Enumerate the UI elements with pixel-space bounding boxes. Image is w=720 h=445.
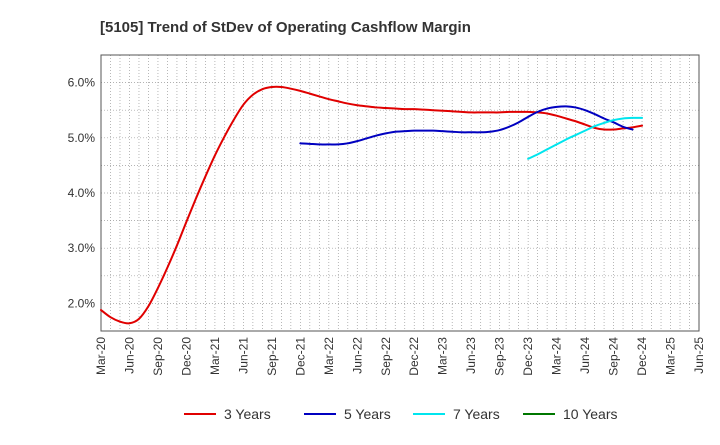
legend-item-7-years: 7 Years xyxy=(413,406,500,422)
series-line-5-years xyxy=(299,105,634,146)
series-lines xyxy=(100,85,644,325)
y-tick-label: 3.0% xyxy=(68,241,96,255)
y-tick-label: 2.0% xyxy=(68,296,96,310)
x-tick-label: Dec-21 xyxy=(293,337,307,376)
x-tick-label: Mar-21 xyxy=(208,337,222,375)
y-tick-label: 4.0% xyxy=(68,186,96,200)
legend-item-3-years: 3 Years xyxy=(184,406,271,422)
chart-title: [5105] Trend of StDev of Operating Cashf… xyxy=(100,19,471,36)
legend-label: 5 Years xyxy=(344,406,391,422)
legend-item-5-years: 5 Years xyxy=(304,406,391,422)
x-tick-label: Sep-22 xyxy=(379,337,393,376)
x-tick-label: Sep-20 xyxy=(151,337,165,376)
legend-label: 3 Years xyxy=(224,406,271,422)
x-tick-label: Mar-24 xyxy=(550,337,564,375)
x-tick-label: Jun-25 xyxy=(692,337,706,374)
x-tick-label: Sep-24 xyxy=(607,337,621,376)
x-tick-label: Mar-22 xyxy=(322,337,336,375)
x-tick-label: Jun-20 xyxy=(122,337,136,374)
x-tick-label: Dec-22 xyxy=(407,337,421,376)
x-tick-label: Jun-21 xyxy=(236,337,250,374)
y-tick-label: 5.0% xyxy=(68,131,96,145)
grid-lines xyxy=(100,54,700,332)
x-tick-label: Dec-23 xyxy=(521,337,535,376)
x-tick-label: Sep-23 xyxy=(493,337,507,376)
axes: 2.0% 3.0% 4.0% 5.0% 6.0% Mar-20 Jun-20 Sep-20 De… xyxy=(68,54,706,376)
x-tick-label: Mar-23 xyxy=(436,337,450,375)
series-line-3-years xyxy=(100,85,644,325)
x-tick-label: Dec-20 xyxy=(179,337,193,376)
x-tick-label: Mar-20 xyxy=(94,337,108,375)
x-tick-label: Dec-24 xyxy=(635,337,649,376)
y-tick-label: 6.0% xyxy=(68,76,96,90)
plot-area xyxy=(101,55,699,331)
x-tick-label: Jun-24 xyxy=(578,337,592,374)
legend-label: 7 Years xyxy=(453,406,500,422)
x-tick-label: Sep-21 xyxy=(265,337,279,376)
x-tick-label: Jun-23 xyxy=(464,337,478,374)
x-tick-label: Mar-25 xyxy=(664,337,678,375)
legend-item-10-years: 10 Years xyxy=(523,406,618,422)
plot-border xyxy=(100,54,700,332)
series-line-7-years xyxy=(527,116,644,160)
x-tick-label: Jun-22 xyxy=(350,337,364,374)
legend-label: 10 Years xyxy=(563,406,618,422)
legend: 3 Years 5 Years 7 Years 10 Years xyxy=(184,406,618,422)
